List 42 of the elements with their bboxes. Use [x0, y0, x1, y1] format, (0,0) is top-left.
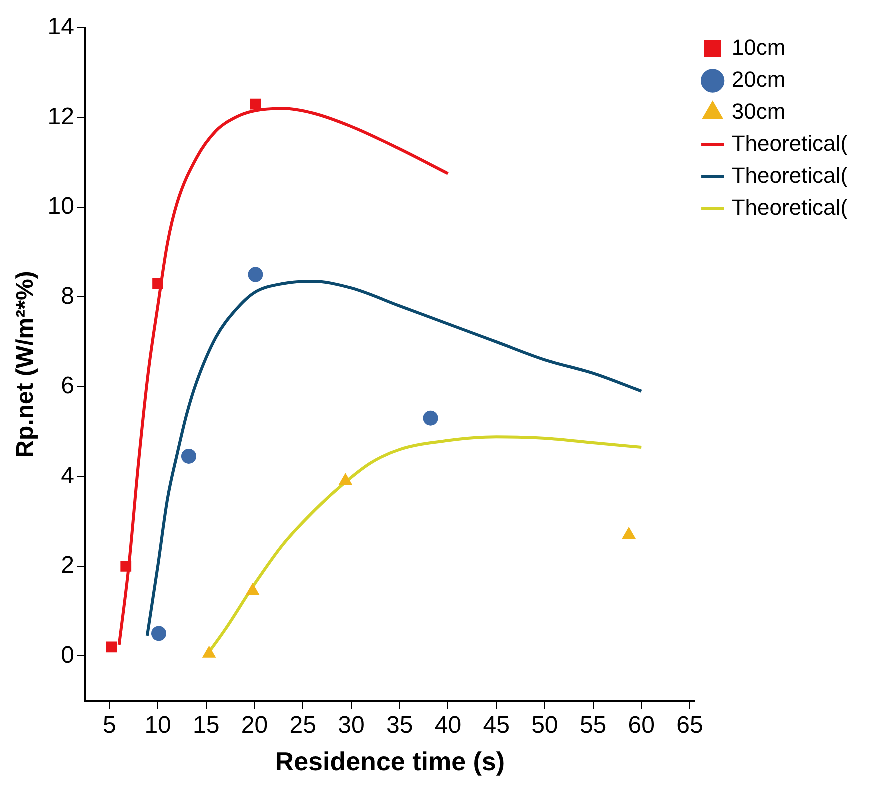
x-tick-label: 10 — [144, 712, 172, 740]
x-tick-label: 45 — [483, 712, 510, 740]
legend-label: Theoretical( — [732, 195, 849, 220]
x-axis-title: Residence time (s) — [275, 746, 506, 777]
x-tick-label: 65 — [676, 712, 704, 740]
point — [423, 410, 438, 426]
x-tick-label: 5 — [102, 712, 116, 740]
point — [152, 278, 164, 290]
x-tick-label: 40 — [434, 712, 462, 740]
x-tick-label: 60 — [628, 712, 655, 740]
x-tick-label: 55 — [580, 712, 607, 740]
legend-label: 10cm — [732, 35, 786, 60]
point — [120, 560, 132, 572]
y-tick-label: 8 — [61, 282, 74, 310]
y-axis-title: Rp.net (W/m²*%) — [12, 271, 40, 458]
point — [248, 267, 264, 282]
legend-label: 20cm — [732, 67, 786, 92]
point — [106, 642, 118, 653]
point — [181, 448, 196, 464]
x-tick-label: 30 — [338, 712, 365, 740]
legend-label: Theoretical( — [732, 163, 849, 188]
y-tick-label: 12 — [48, 103, 74, 130]
x-tick-label: 35 — [386, 712, 414, 740]
point — [622, 527, 636, 539]
y-tick-label: 6 — [61, 372, 74, 400]
point — [202, 646, 216, 658]
point — [152, 626, 167, 642]
point — [250, 98, 262, 110]
legend-label: Theoretical( — [732, 131, 849, 156]
y-tick-label: 10 — [48, 193, 74, 220]
y-tick-label: 4 — [61, 462, 74, 490]
y-tick-label: 2 — [61, 552, 74, 580]
point — [339, 474, 352, 486]
x-tick-label: 25 — [290, 712, 316, 740]
x-tick-label: 20 — [241, 712, 268, 740]
line-series — [146, 280, 644, 638]
y-tick-label: 0 — [61, 642, 74, 669]
x-tick-label: 15 — [193, 712, 220, 740]
x-tick-label: 50 — [532, 712, 558, 740]
y-tick-label: 14 — [48, 14, 74, 41]
legend-label: 30cm — [732, 99, 786, 124]
point — [246, 584, 260, 596]
